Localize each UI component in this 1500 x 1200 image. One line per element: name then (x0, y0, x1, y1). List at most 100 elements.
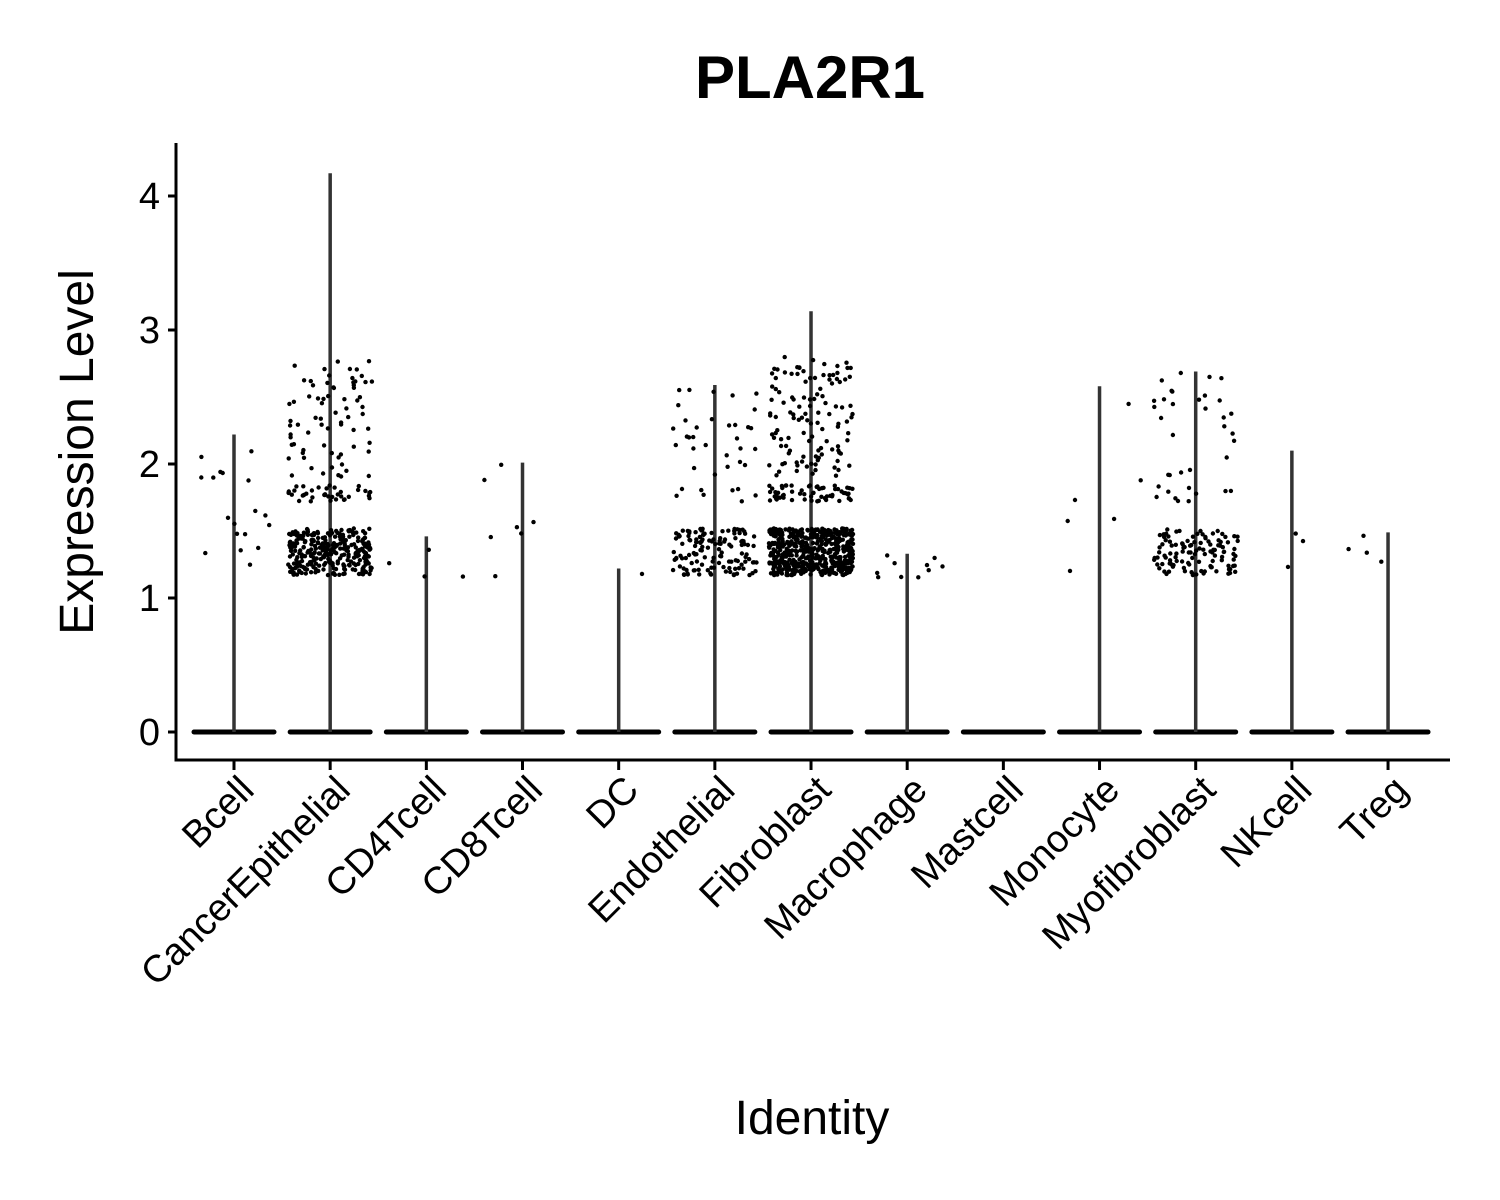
data-point (1210, 531, 1216, 536)
data-point (828, 554, 833, 559)
x-tick-label: Treg (1332, 769, 1416, 853)
data-point (823, 541, 828, 546)
data-point (730, 488, 735, 493)
data-point (810, 490, 816, 496)
data-point (263, 513, 268, 518)
data-point (321, 567, 326, 572)
data-point (875, 570, 880, 576)
data-point (742, 462, 748, 468)
data-point (746, 556, 752, 562)
data-point (783, 483, 788, 488)
y-tick-label: 3 (139, 310, 160, 352)
data-point (289, 492, 294, 497)
data-point (313, 546, 318, 551)
data-point (1226, 563, 1231, 568)
data-point (369, 379, 375, 384)
data-point (342, 542, 347, 548)
data-point (773, 386, 778, 392)
data-point (308, 378, 313, 384)
data-point (822, 530, 827, 536)
data-point (292, 488, 297, 493)
data-point (1182, 544, 1187, 550)
data-point (1214, 569, 1219, 574)
data-point (731, 572, 737, 577)
data-point (676, 403, 681, 408)
data-point (794, 553, 799, 558)
data-point (349, 542, 354, 548)
data-point (1157, 550, 1162, 555)
data-point (847, 530, 853, 535)
data-point (290, 571, 296, 576)
data-point (776, 540, 781, 545)
data-point (322, 492, 328, 498)
data-point (815, 420, 820, 425)
data-point (687, 529, 692, 534)
data-point (844, 360, 849, 365)
data-point (799, 534, 804, 539)
chart-title: PLA2R1 (695, 44, 925, 111)
data-point (810, 357, 816, 363)
data-point (1164, 571, 1169, 577)
data-point (694, 539, 699, 545)
data-point (1188, 550, 1193, 555)
data-point (1346, 546, 1351, 552)
data-point (296, 498, 302, 504)
data-point (694, 552, 699, 557)
data-point (789, 483, 794, 488)
data-point (834, 555, 839, 560)
data-point (833, 473, 839, 478)
data-point (1224, 455, 1229, 460)
data-point (791, 530, 796, 535)
data-point (1180, 541, 1185, 546)
data-point (356, 483, 361, 489)
data-point (839, 489, 844, 494)
data-point (1196, 559, 1202, 564)
data-point (718, 553, 723, 559)
data-point (834, 541, 840, 546)
data-point (711, 565, 717, 570)
data-point (327, 560, 333, 566)
data-point (347, 527, 352, 533)
data-point (795, 529, 800, 534)
data-point (1217, 543, 1223, 548)
data-point (804, 464, 810, 469)
data-point (816, 455, 821, 460)
data-point (694, 559, 700, 564)
data-point (339, 494, 344, 499)
data-point (360, 404, 365, 410)
data-point (787, 534, 792, 539)
data-point (723, 569, 729, 574)
data-point (846, 431, 851, 436)
data-point (324, 544, 330, 550)
data-point (295, 422, 301, 427)
data-point (827, 377, 832, 382)
data-point (809, 528, 815, 534)
data-point (733, 536, 738, 541)
data-point (353, 567, 358, 573)
data-point (809, 498, 814, 503)
data-point (339, 462, 345, 467)
data-point (717, 541, 722, 546)
data-point (315, 529, 320, 535)
data-point (291, 561, 297, 566)
data-point (308, 570, 314, 575)
data-point (726, 423, 732, 428)
data-point (769, 397, 774, 402)
data-point (892, 561, 897, 566)
data-point (232, 521, 237, 526)
data-point (700, 544, 705, 550)
data-point (751, 543, 756, 549)
data-point (1163, 538, 1168, 543)
data-point (1217, 398, 1222, 403)
y-tick-label: 2 (139, 444, 160, 486)
data-point (1210, 550, 1215, 555)
data-point (1157, 566, 1162, 571)
data-point (199, 454, 204, 460)
data-point (807, 397, 813, 402)
data-point (770, 486, 775, 491)
data-point (328, 498, 333, 503)
data-point (351, 444, 356, 449)
data-point (739, 551, 745, 556)
